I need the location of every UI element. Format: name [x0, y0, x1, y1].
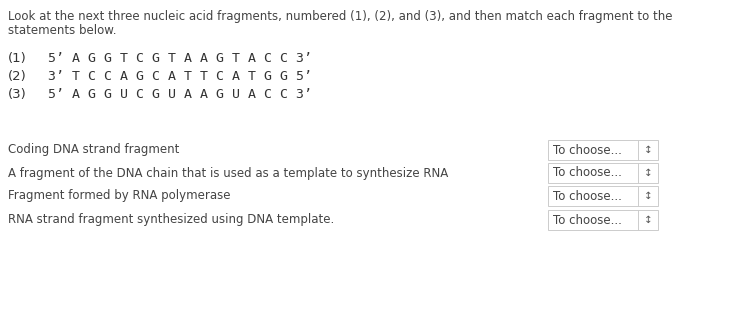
- Text: (3): (3): [8, 88, 27, 101]
- Text: ↕: ↕: [643, 191, 652, 201]
- Text: (2): (2): [8, 70, 27, 83]
- Text: To choose...: To choose...: [553, 190, 622, 203]
- Text: (1): (1): [8, 52, 27, 65]
- FancyBboxPatch shape: [548, 210, 658, 230]
- Text: To choose...: To choose...: [553, 143, 622, 156]
- Text: ↕: ↕: [643, 145, 652, 155]
- Text: Coding DNA strand fragment: Coding DNA strand fragment: [8, 143, 180, 156]
- Text: Fragment formed by RNA polymerase: Fragment formed by RNA polymerase: [8, 190, 230, 203]
- Text: 5’ A G G U C G U A A G U A C C 3’: 5’ A G G U C G U A A G U A C C 3’: [48, 88, 312, 101]
- Text: Look at the next three nucleic acid fragments, numbered (1), (2), and (3), and t: Look at the next three nucleic acid frag…: [8, 10, 672, 23]
- Text: RNA strand fragment synthesized using DNA template.: RNA strand fragment synthesized using DN…: [8, 214, 334, 227]
- Text: A fragment of the DNA chain that is used as a template to synthesize RNA: A fragment of the DNA chain that is used…: [8, 167, 448, 179]
- Text: 3’ T C C A G C A T T C A T G G 5’: 3’ T C C A G C A T T C A T G G 5’: [48, 70, 312, 83]
- FancyBboxPatch shape: [548, 186, 658, 206]
- FancyBboxPatch shape: [548, 163, 658, 183]
- FancyBboxPatch shape: [548, 140, 658, 160]
- Text: ↕: ↕: [643, 168, 652, 178]
- Text: To choose...: To choose...: [553, 167, 622, 179]
- Text: ↕: ↕: [643, 215, 652, 225]
- Text: statements below.: statements below.: [8, 24, 117, 37]
- Text: 5’ A G G T C G T A A G T A C C 3’: 5’ A G G T C G T A A G T A C C 3’: [48, 52, 312, 65]
- Text: To choose...: To choose...: [553, 214, 622, 227]
